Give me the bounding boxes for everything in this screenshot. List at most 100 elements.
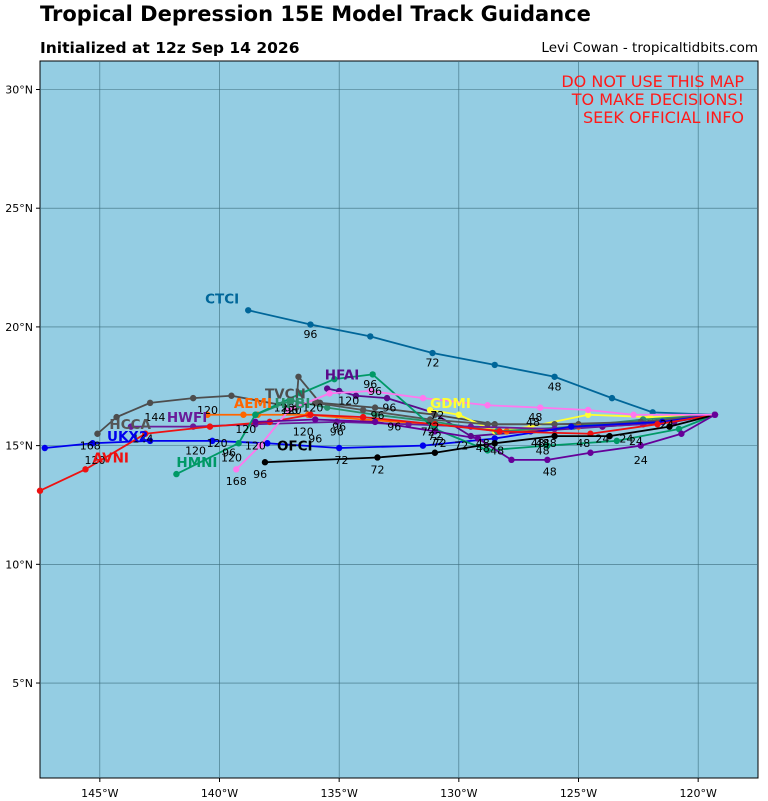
model-label-ofci: OFCI [277,439,313,455]
forecast-hour-label: 120 [245,440,266,453]
lat-lon-grid [40,61,758,778]
lat-tick-label: 15°N [5,440,33,453]
track-point-gdmi [455,411,463,418]
forecast-hour-label: 72 [428,430,442,443]
track-point-unlabeled [431,428,439,435]
track-line-ofci [264,413,716,464]
track-point-hmni [252,411,259,418]
forecast-hour-label: 48 [490,444,504,457]
track-point-tvcn [146,399,154,407]
forecast-hour-label: 24 [619,432,633,445]
track-point-unlabeled [252,418,259,426]
track-point-unlabeled [637,442,644,449]
forecast-hour-label: 120 [185,444,206,457]
forecast-hour-label: 24 [660,418,674,431]
model-label-avni: AVNI [93,450,129,466]
model-tracks [36,307,719,494]
track-point-ukx2 [568,423,575,430]
forecast-hour-label: 48 [543,437,557,450]
model-label-aemi: AEMI [234,396,272,412]
track-point-avni [307,411,314,418]
track-point-ctci [551,373,558,380]
track-point-hwfi [127,423,135,430]
track-point-unlabeled [711,411,719,418]
axis-ticks: 145°W 140°W 135°W 130°W 125°W 120°W 5°N 10°N 15°… [5,83,717,800]
forecast-hour-label: 96 [387,421,401,434]
forecast-hour-label: 72 [430,409,444,422]
track-line-hmni [176,373,716,475]
track-point-avni [359,413,367,421]
track-line-avni [39,413,716,492]
track-point-aemi [240,411,247,418]
track-point-avni [206,423,214,430]
track-point-tvcn [295,373,302,380]
track-point-hmni [675,425,683,433]
track-unlabeled [233,387,719,473]
track-point-ctci [307,321,314,328]
track-point-unlabeled [630,411,637,418]
forecast-hour-label: 72 [335,454,349,467]
lon-tick-label: 140°W [201,787,238,800]
forecast-hour-label: 144 [144,411,165,424]
forecast-hour-label: 120 [302,402,323,415]
track-point-gdmi [584,411,592,418]
track-point-avni [654,421,661,428]
track-point-ukx2 [419,442,427,449]
lon-tick-label: 135°W [320,787,357,800]
track-point-avni [142,430,149,437]
track-point-hcca [359,406,367,414]
forecast-hour-label: 120 [197,404,218,417]
forecast-hour-label: 168 [226,475,247,488]
track-point-ofci [606,432,613,440]
lon-tick-label: 120°W [679,787,716,800]
track-point-ctci [367,333,374,340]
model-label-ukx2: UKX2 [107,429,148,445]
lon-tick-label: 125°W [560,787,597,800]
warning-line-1: DO NOT USE THIS MAP [561,72,744,91]
forecast-hour-label: 24 [595,432,609,445]
forecast-hour-label: 48 [548,380,562,393]
model-name-labels: CTCI HFAI TVCN GDMI AEMI HFBI HCCA HWFI UKX2 AVNI… [93,291,471,471]
track-point-hmni [173,470,180,478]
warning-line-3: SEEK OFFICIAL INFO [583,108,744,127]
track-point-unlabeled [312,416,319,423]
track-point-tvcn [228,392,235,399]
track-point-hfai [383,394,391,402]
track-hmni [173,371,719,478]
track-point-ukx2 [491,435,498,442]
track-point-hcca [551,421,558,428]
forecast-hour-label: 96 [308,432,322,445]
track-point-unlabeled [537,404,544,411]
track-point-hmni [235,440,242,447]
forecast-hour-label: 48 [476,442,490,455]
forecast-hour-label: 96 [284,404,298,417]
forecast-hour-label: 96 [370,409,384,422]
track-point-ukx2 [41,444,48,452]
model-label-hcca: HCCA [109,417,151,433]
track-point-hcca [312,399,319,407]
track-point-unlabeled [326,390,333,397]
forecast-hour-label: 72 [430,435,444,448]
model-label-hmni: HMNI [176,455,217,471]
forecast-hour-label: 72 [370,463,384,476]
track-point-hcca [426,416,434,423]
model-label-tvcn: TVCN [265,386,306,402]
forecast-hour-label: 120 [274,402,295,415]
track-point-unlabeled [474,435,482,442]
track-point-ctci [491,361,498,369]
track-point-ctci [429,349,436,357]
track-point-hmni [369,371,376,378]
track-point-ofci [431,449,439,456]
track-point-unlabeled [508,456,515,464]
forecast-hour-label: 96 [253,468,267,481]
track-point-ofci [491,440,498,447]
track-point-hmni [297,390,305,397]
forecast-hour-label: 120 [235,423,256,436]
track-point-unlabeled [419,394,427,402]
track-point-ctci [245,307,252,314]
forecast-hour-label: 72 [426,357,440,370]
track-point-ofci [261,459,269,466]
track-point-tvcn [431,411,439,418]
warning-line-2: TO MAKE DECISIONS! [571,90,744,109]
forecast-hour-label: 96 [382,402,396,415]
